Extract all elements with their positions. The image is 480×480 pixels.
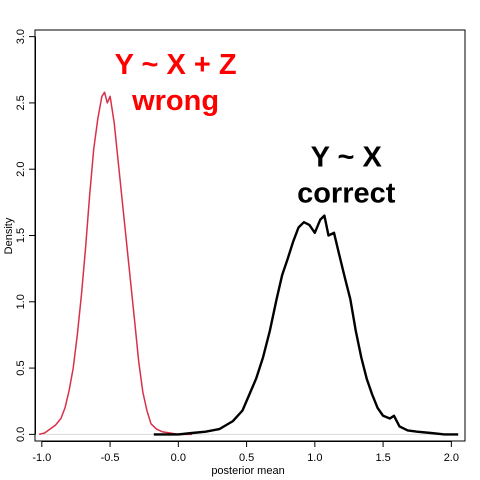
x-tick-label: 1.5: [375, 452, 390, 464]
x-axis-title: posterior mean: [211, 465, 284, 477]
x-tick-label: -0.5: [101, 452, 120, 464]
density-line-0: [38, 91, 192, 436]
density-line-1: [153, 214, 459, 436]
x-tick-label: 0.0: [171, 452, 186, 464]
annotations: Y ~ X + Z wrong Y ~ X correct: [115, 49, 396, 210]
y-tick-label: 1.5: [15, 228, 27, 243]
y-tick-label: 2.0: [15, 162, 27, 177]
x-axis: -1.0 -0.5 0.0 0.5 1.0 1.5 2.0: [32, 441, 459, 464]
annotation-0-line-1: wrong: [131, 85, 219, 117]
y-tick-label: 3.0: [15, 29, 27, 44]
series-layer: [38, 91, 459, 436]
y-tick-label: 2.5: [15, 95, 27, 110]
y-tick-label: 0.5: [15, 360, 27, 375]
annotation-0-line-0: Y ~ X + Z: [115, 49, 237, 81]
y-axis: 0.0 0.5 1.0 1.5 2.0 2.5 3.0: [15, 29, 36, 442]
plot-box: [34, 29, 466, 442]
y-tick-label: 1.0: [15, 294, 27, 309]
y-axis-title: Density: [3, 217, 15, 254]
x-tick-label: 2.0: [444, 452, 459, 464]
annotation-1-line-0: Y ~ X: [311, 142, 383, 174]
x-tick-label: -1.0: [32, 452, 51, 464]
x-tick-label: 0.5: [239, 452, 254, 464]
x-tick-label: 1.0: [307, 452, 322, 464]
annotation-1-line-1: correct: [297, 178, 396, 210]
y-tick-label: 0.0: [15, 427, 27, 442]
